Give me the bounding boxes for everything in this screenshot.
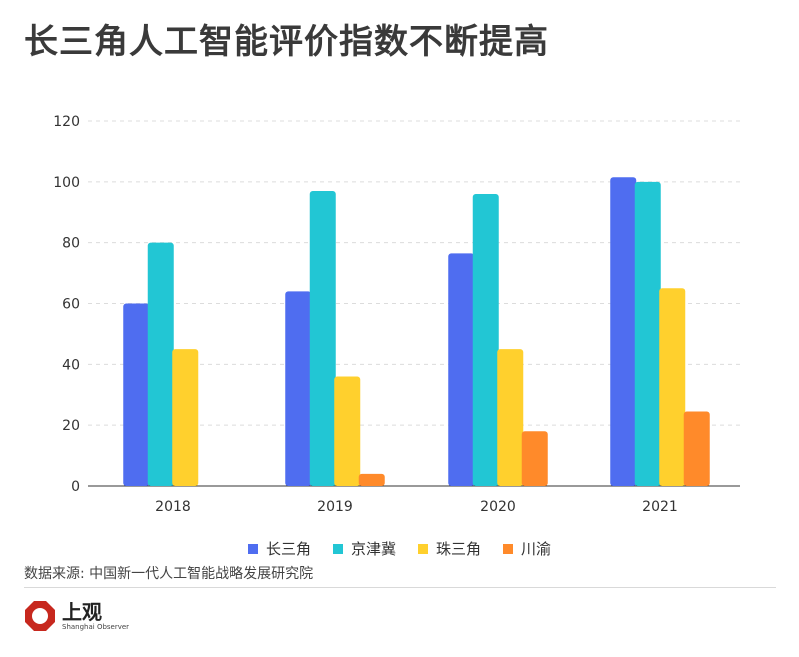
y-tick-label: 40 [62,357,80,373]
bar-chart: 0 20 40 60 80 100 120 2018 2019 2020 2021 [53,114,740,515]
bar [448,253,475,486]
footer-divider [24,587,776,588]
legend-item: 川渝 [503,538,551,559]
legend-swatch [247,543,258,554]
legend-item: 京津冀 [332,538,396,559]
legend-label: 珠三角 [436,540,482,558]
x-tick-label: 2021 [642,499,678,515]
source-note: 数据来源: 中国新一代人工智能战略发展研究院 [24,566,314,582]
legend-label: 川渝 [521,540,552,558]
octagon-ring-logo-icon [25,601,55,631]
bar [472,194,499,486]
bar [683,411,710,486]
bar [334,376,361,486]
legend-swatch [332,543,343,554]
bar [285,291,312,486]
chart-title: 长三角人工智能评价指数不断提高 [24,22,549,62]
legend-item: 长三角 [247,538,311,559]
bar [610,177,637,487]
bar [497,349,524,486]
y-tick-label: 60 [62,297,80,313]
bar [123,303,150,486]
legend-swatch [503,543,514,554]
legend-label: 长三角 [265,540,311,558]
y-tick-label: 0 [71,479,80,495]
bar [172,349,199,486]
y-tick-label: 80 [62,236,80,252]
bar [659,288,686,486]
legend: 长三角 京津冀 珠三角 川渝 [0,538,799,559]
x-tick-label: 2019 [317,499,353,515]
logo-main-text: 上观 [62,599,102,624]
bar [634,181,661,487]
x-tick-label: 2018 [155,499,191,515]
bar [309,190,336,487]
legend-label: 京津冀 [350,540,396,558]
bar [147,242,174,486]
publisher-logo: 上观 Shanghai Observer [24,600,129,632]
bar [521,431,548,486]
y-tick-label: 20 [62,418,80,434]
legend-item: 珠三角 [418,538,481,559]
y-tick-label: 100 [53,175,80,191]
logo-sub-text: Shanghai Observer [62,622,130,631]
bar [358,473,385,486]
x-tick-label: 2020 [480,499,516,515]
legend-swatch [418,543,428,554]
y-tick-label: 120 [53,114,80,130]
